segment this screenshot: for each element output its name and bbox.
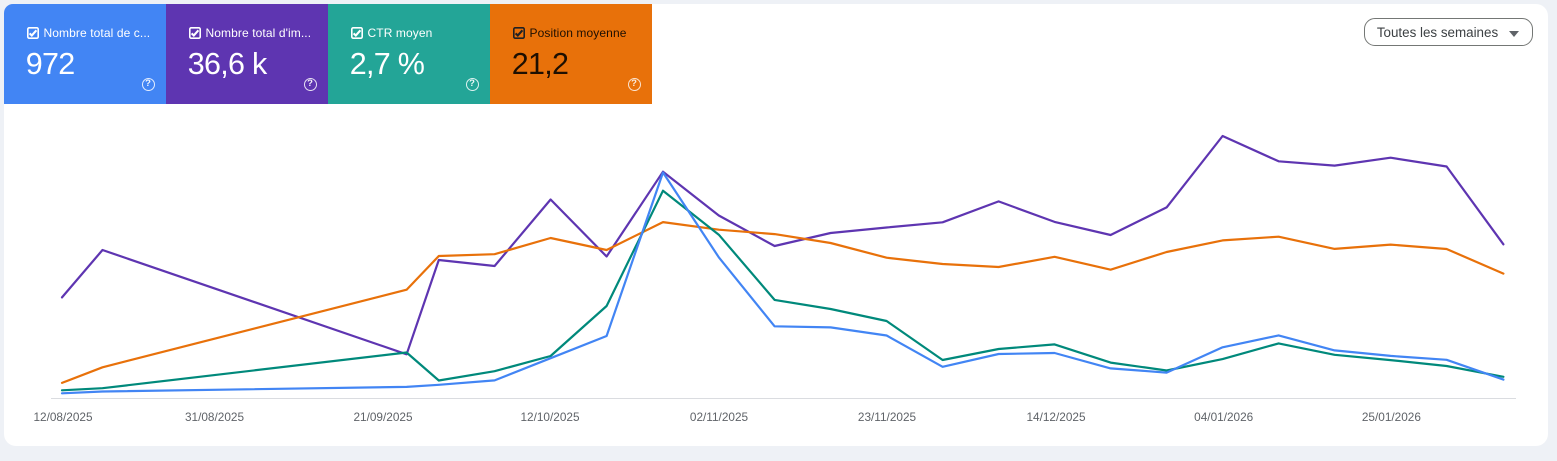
svg-text:12/08/2025: 12/08/2025 bbox=[33, 410, 92, 424]
svg-text:02/11/2025: 02/11/2025 bbox=[690, 410, 749, 424]
svg-text:04/01/2026: 04/01/2026 bbox=[1194, 410, 1253, 424]
svg-text:21/09/2025: 21/09/2025 bbox=[353, 410, 412, 424]
svg-text:25/01/2026: 25/01/2026 bbox=[1362, 410, 1421, 424]
svg-text:12/10/2025: 12/10/2025 bbox=[520, 410, 579, 424]
svg-text:14/12/2025: 14/12/2025 bbox=[1026, 410, 1085, 424]
svg-text:23/11/2025: 23/11/2025 bbox=[858, 410, 917, 424]
svg-text:31/08/2025: 31/08/2025 bbox=[185, 410, 244, 424]
